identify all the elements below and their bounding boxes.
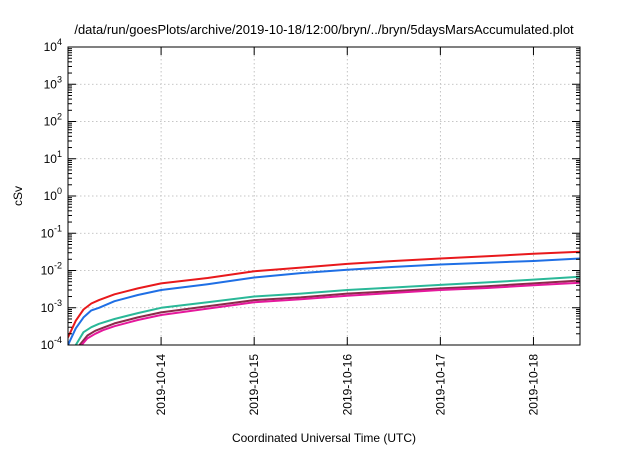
y-tick-label: 10-1 [41, 223, 62, 240]
series-line-3 [74, 275, 580, 345]
series-line-5 [80, 281, 580, 345]
x-axis-label: Coordinated Universal Time (UTC) [232, 431, 416, 445]
y-tick-label: 10-2 [41, 261, 62, 278]
x-tick-label: 2019-10-14 [154, 354, 168, 416]
y-axis-ticks: 10-4 10-3 10-2 10-1 100 101 102 103 104 [41, 37, 580, 352]
y-tick-label: 103 [44, 74, 62, 91]
series-lines [68, 250, 580, 345]
y-tick-label: 10-3 [41, 298, 62, 315]
x-tick-label: 2019-10-18 [526, 354, 540, 416]
x-tick-label: 2019-10-16 [340, 354, 354, 416]
y-tick-label: 100 [44, 186, 62, 203]
x-tick-label: 2019-10-15 [247, 354, 261, 416]
series-line-4 [78, 279, 580, 345]
y-axis-label: cSv [11, 186, 25, 206]
grid-lines [68, 47, 580, 345]
y-tick-label: 102 [44, 112, 62, 129]
y-tick-label: 10-4 [41, 335, 62, 352]
x-tick-label: 2019-10-17 [433, 354, 447, 416]
series-line-1 [68, 250, 580, 338]
series-line-2 [68, 257, 580, 345]
x-axis-ticks: 2019-10-14 2019-10-15 2019-10-16 2019-10-17… [154, 47, 540, 415]
chart-title: /data/run/goesPlots/archive/2019-10-18/1… [74, 22, 574, 37]
y-tick-label: 104 [44, 37, 62, 54]
y-tick-label: 101 [44, 149, 62, 166]
